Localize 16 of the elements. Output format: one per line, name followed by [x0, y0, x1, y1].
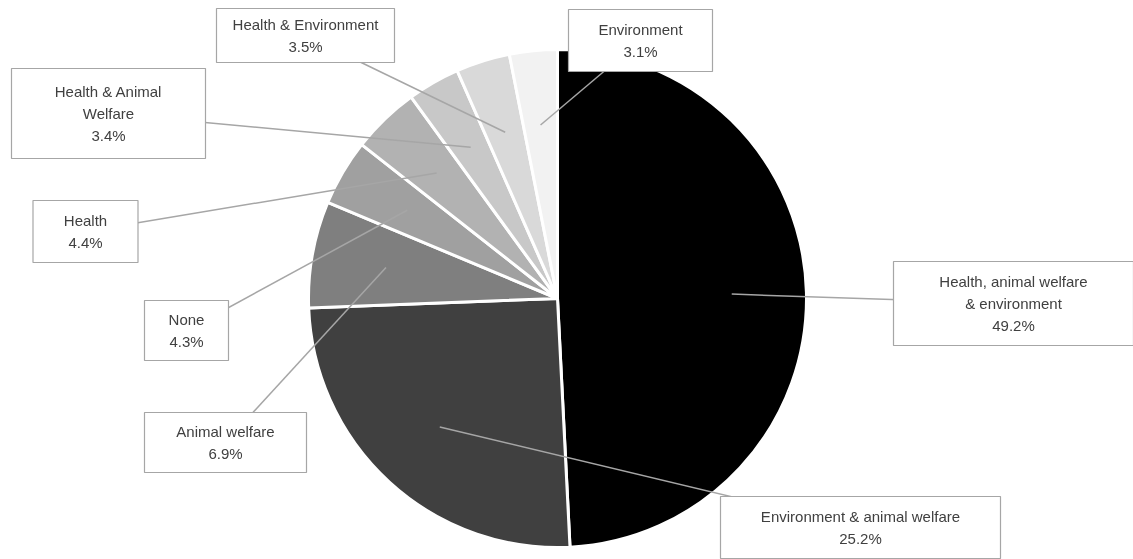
slice-label: Animal welfare: [176, 422, 275, 440]
slice-label: Health & Animal Welfare: [54, 82, 162, 122]
data-label: 6.9%: [208, 445, 243, 463]
slice-label: None: [168, 310, 205, 328]
data-label: 3.5%: [288, 38, 323, 56]
data-label: 4.3%: [169, 333, 204, 351]
slice-label: Health: [63, 211, 108, 229]
slice-label: Health & Environment: [232, 15, 380, 33]
data-label: 3.1%: [623, 43, 658, 61]
data-label: 25.2%: [839, 530, 882, 548]
slice-label: Environment: [598, 20, 684, 38]
data-label: 49.2%: [992, 317, 1035, 335]
slice-label: Environment & animal welfare: [760, 507, 961, 525]
data-label: 4.4%: [68, 234, 103, 252]
slice-label: Health, animal welfare & environment: [939, 272, 1088, 312]
data-label: 3.4%: [91, 127, 126, 145]
